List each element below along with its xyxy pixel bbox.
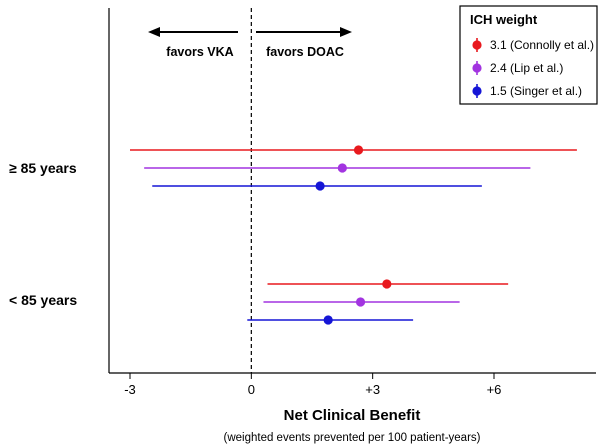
legend-swatch-marker — [472, 86, 482, 96]
legend-swatch-marker — [472, 40, 482, 50]
legend-entry-label: 2.4 (Lip et al.) — [490, 61, 563, 75]
legend: ICH weight 3.1 (Connolly et al.) 2.4 (Lip… — [459, 5, 598, 105]
point-estimate-marker — [355, 297, 366, 307]
data-marks — [130, 145, 577, 325]
point-estimate-marker — [323, 315, 333, 325]
point-estimate-marker — [382, 279, 392, 289]
point-estimate-marker — [315, 181, 325, 191]
favors-doac-label: favors DOAC — [266, 45, 344, 59]
x-axis-label: Net Clinical Benefit — [284, 407, 421, 424]
legend-swatch-marker — [472, 63, 482, 73]
legend-items: 3.1 (Connolly et al.) 2.4 (Lip et al.) 1.5… — [472, 38, 594, 98]
point-estimate-marker — [353, 145, 364, 155]
legend-box — [459, 5, 598, 105]
direction-arrows: favors VKA favors DOAC — [148, 27, 352, 59]
x-ticks: -3 0 +3 +6 — [124, 373, 501, 397]
x-axis-sublabel: (weighted events prevented per 100 patie… — [224, 432, 481, 444]
favors-vka-label: favors VKA — [166, 45, 233, 59]
group-label-lt85: < 85 years — [9, 292, 77, 308]
x-tick-label: +6 — [487, 382, 502, 397]
x-tick-label: -3 — [124, 382, 136, 397]
x-tick-label: 0 — [248, 382, 255, 397]
group-label-ge85: ≥ 85 years — [9, 160, 77, 176]
point-estimate-marker — [337, 163, 347, 173]
right-arrow-icon — [340, 27, 352, 37]
legend-entry-label: 1.5 (Singer et al.) — [490, 84, 582, 98]
left-arrow-icon — [148, 27, 160, 37]
x-tick-label: +3 — [365, 382, 380, 397]
legend-entry-label: 3.1 (Connolly et al.) — [490, 38, 594, 52]
legend-title: ICH weight — [470, 12, 538, 27]
